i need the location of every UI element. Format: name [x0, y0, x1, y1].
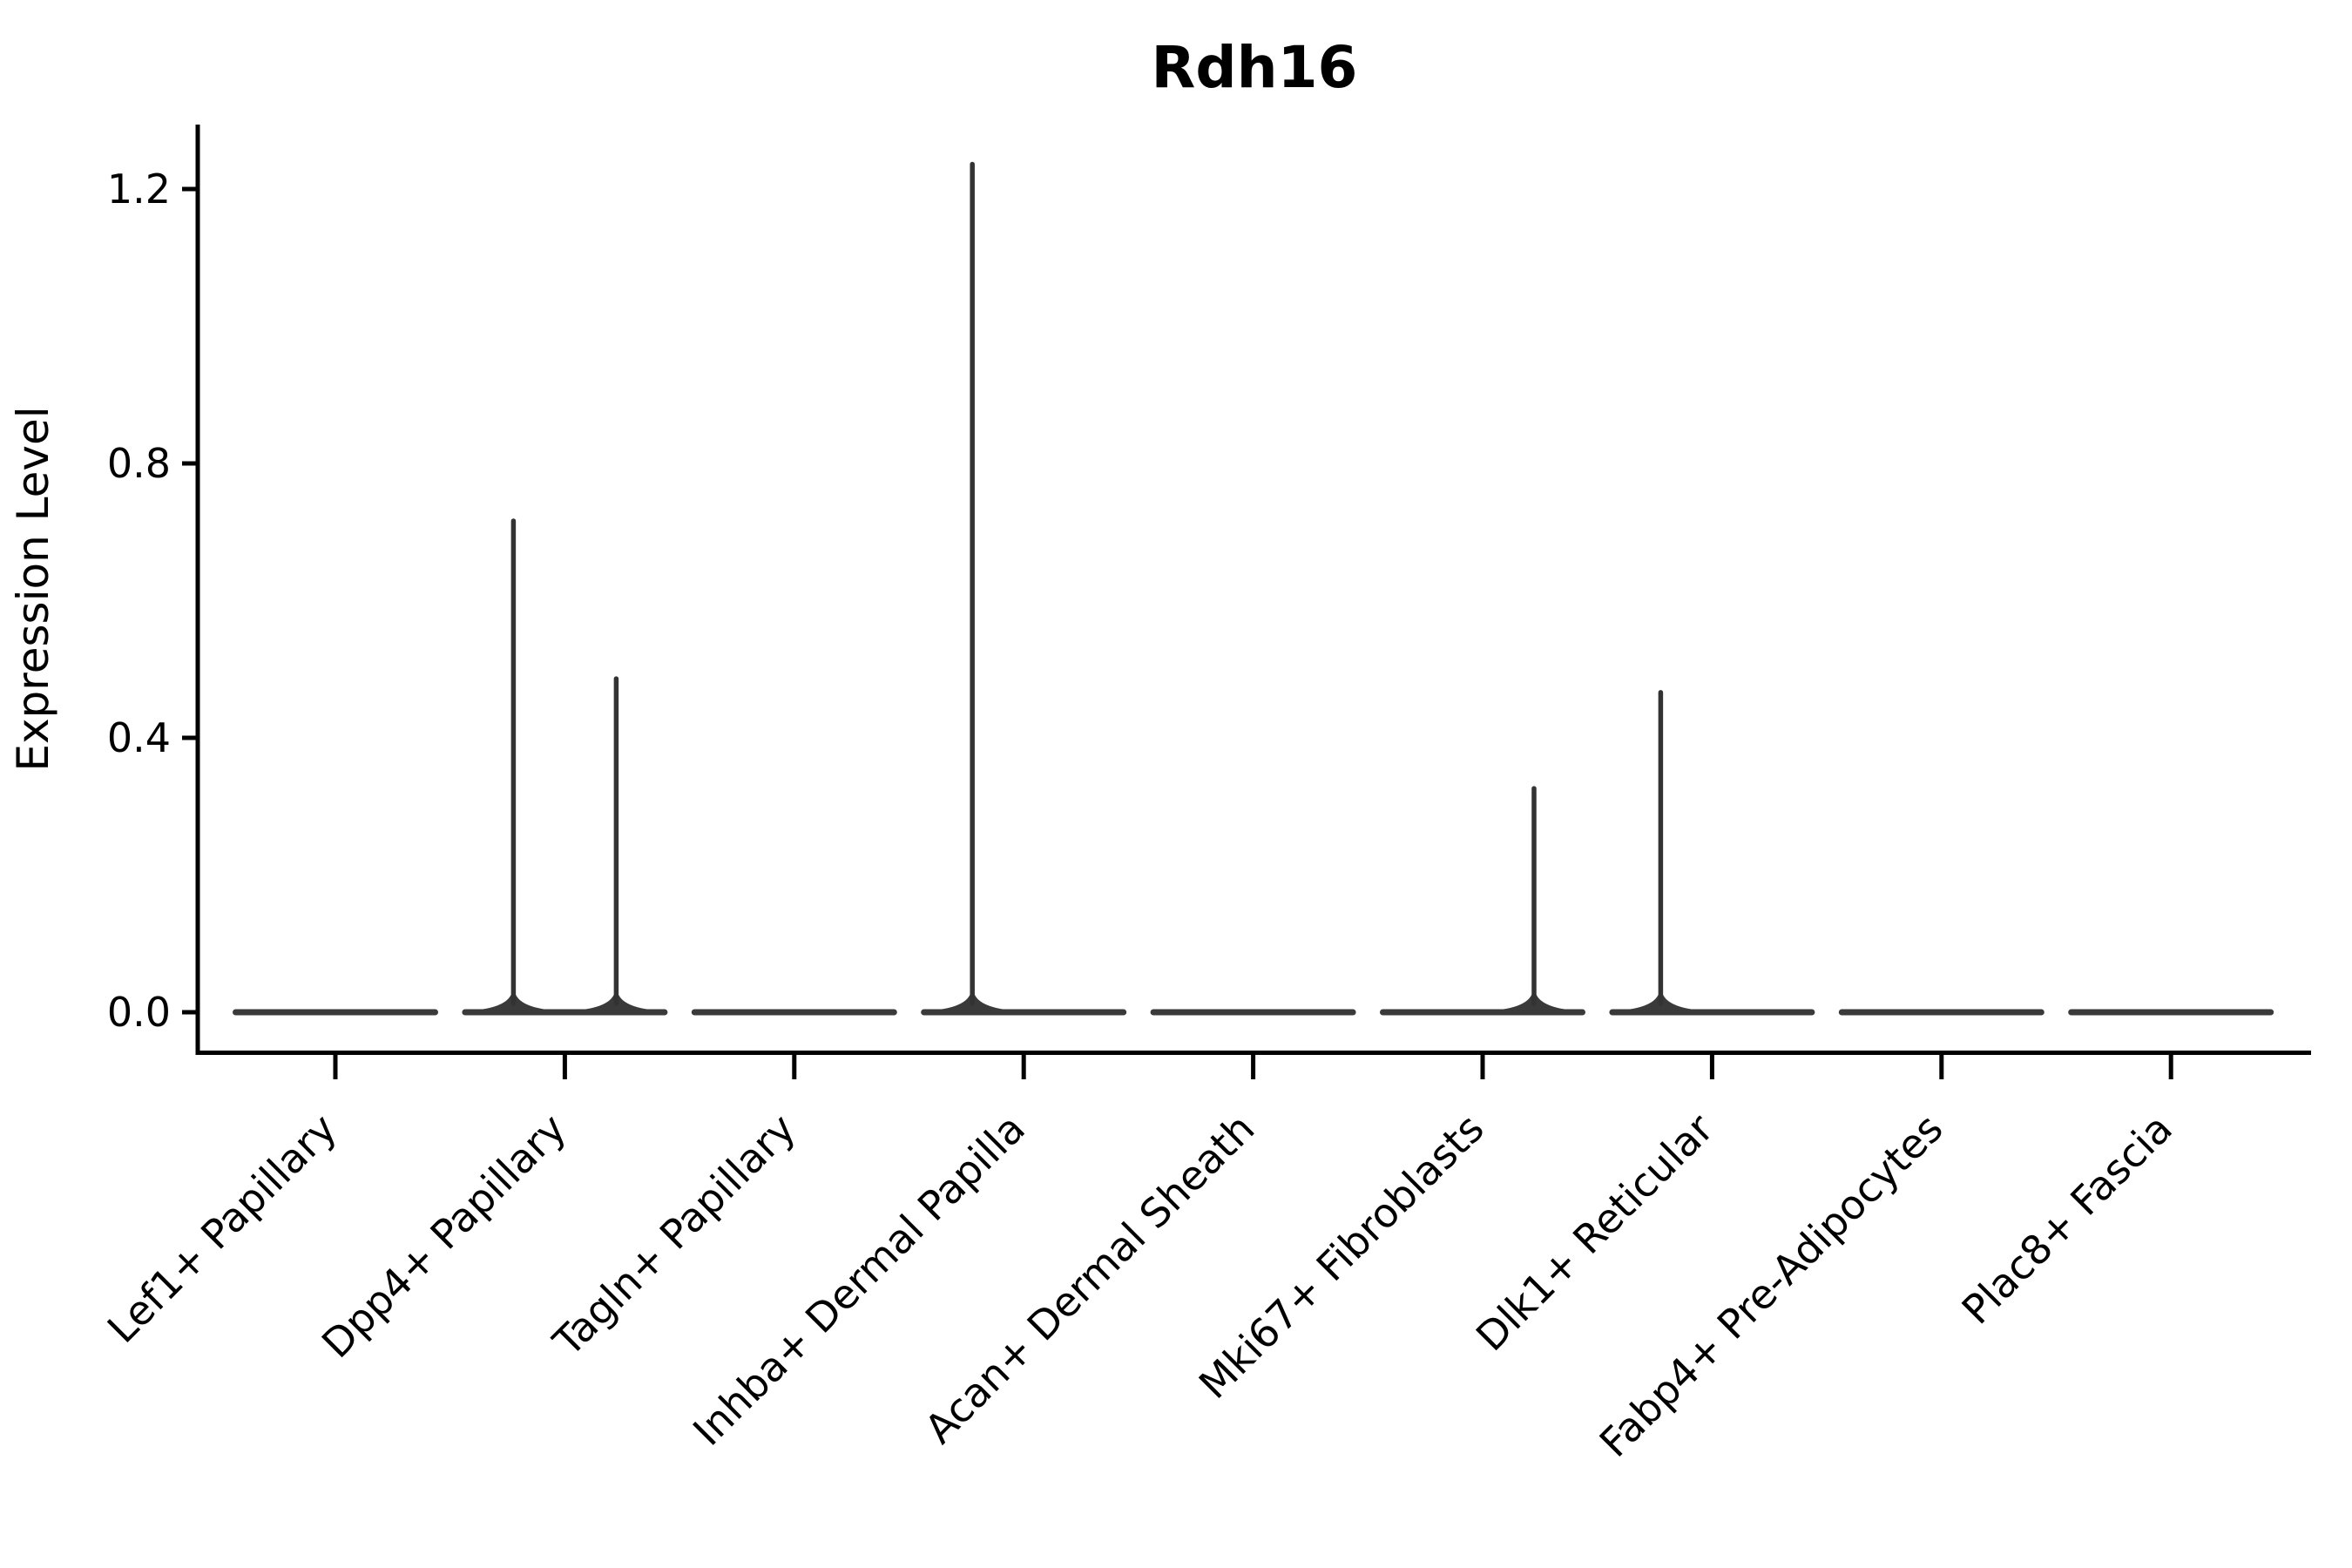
- x-tick-label: Dpp4+ Papillary: [313, 1105, 575, 1367]
- chart-title: Rdh16: [1152, 34, 1358, 101]
- x-tick-label: Lef1+ Papillary: [98, 1105, 346, 1352]
- x-tick-label: Dlk1+ Reticular: [1467, 1105, 1722, 1360]
- y-tick-label: 0.8: [107, 440, 171, 487]
- x-tick-label: Tagln+ Papillary: [544, 1105, 805, 1366]
- violin-base: [233, 1009, 438, 1016]
- violin-base: [1838, 1009, 2044, 1016]
- x-tick-label: Plac8+ Fascia: [1953, 1105, 2181, 1333]
- y-tick-label: 0.4: [107, 714, 171, 761]
- y-tick-label: 1.2: [107, 166, 171, 213]
- violin-base: [2068, 1009, 2274, 1016]
- violin-base: [691, 1009, 897, 1016]
- y-tick-label: 0.0: [107, 989, 171, 1036]
- violin-base: [1150, 1009, 1356, 1016]
- y-axis-label: Expression Level: [8, 406, 58, 771]
